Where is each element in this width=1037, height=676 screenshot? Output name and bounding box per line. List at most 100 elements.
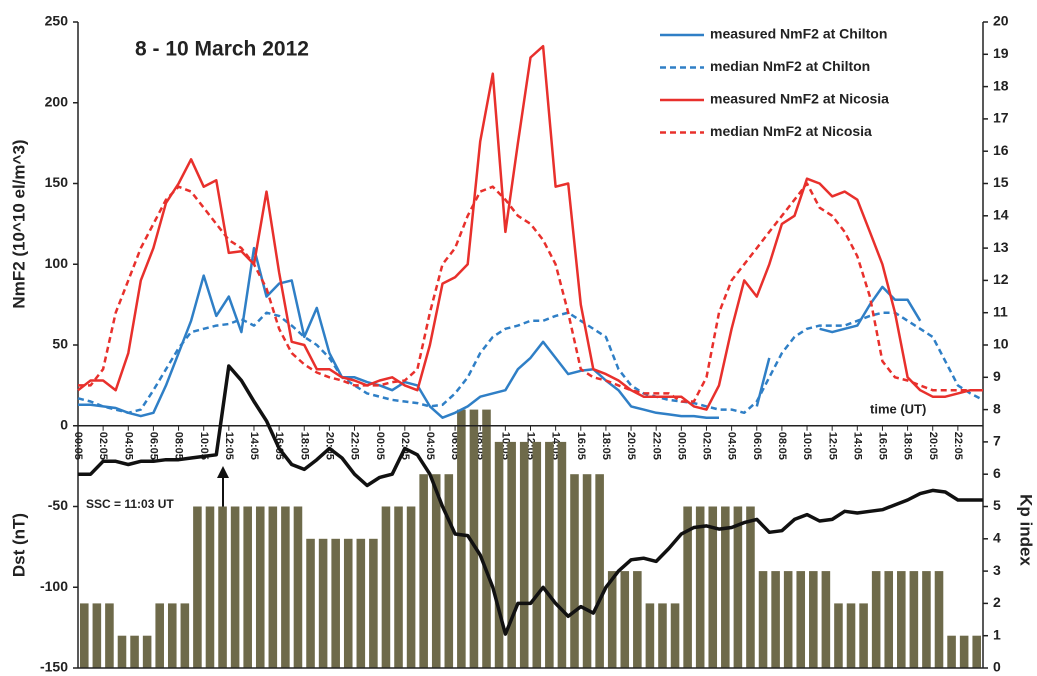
y2-tick-label: 18 — [993, 77, 1009, 93]
x-tick-label: 20:05 — [323, 432, 335, 460]
kp-bar — [897, 571, 906, 668]
legend-label: measured NmF2 at Nicosia — [710, 91, 889, 107]
y-tick-label: 0 — [60, 416, 68, 432]
kp-bar — [809, 571, 818, 668]
x-tick-label: 16:05 — [575, 432, 587, 460]
y2-tick-label: 5 — [993, 497, 1001, 513]
kp-bar — [859, 603, 868, 668]
kp-bar — [167, 603, 177, 668]
kp-bar — [582, 474, 592, 668]
kp-bar — [783, 571, 793, 668]
kp-bar — [821, 571, 831, 668]
kp-bar — [796, 571, 806, 668]
kp-bar — [293, 506, 303, 668]
kp-bar — [884, 571, 894, 668]
x-tick-label: 00:05 — [675, 432, 687, 460]
y2-tick-label: 0 — [993, 659, 1001, 675]
kp-bar — [394, 506, 403, 668]
y2-tick-label: 1 — [993, 626, 1001, 642]
kp-bar — [746, 506, 755, 668]
kp-bar — [645, 603, 655, 668]
kp-bar — [758, 571, 768, 668]
y-tick-label: -50 — [48, 497, 68, 513]
y-tick-label: -150 — [40, 659, 68, 675]
x-tick-label: 14:05 — [248, 432, 260, 460]
kp-bar — [871, 571, 881, 668]
x-tick-label: 22:05 — [349, 432, 361, 460]
y2-tick-label: 13 — [993, 239, 1009, 255]
y2-tick-label: 16 — [993, 142, 1009, 158]
series-line — [78, 364, 983, 636]
x-tick-label: 02:05 — [97, 432, 109, 460]
kp-bar — [532, 441, 542, 668]
y2-tick-label: 12 — [993, 271, 1009, 287]
kp-bar — [469, 409, 479, 668]
kp-bar — [834, 603, 843, 668]
x-tick-label: 16:05 — [877, 432, 889, 460]
x-tick-label: 04:05 — [424, 432, 436, 460]
kp-bar — [80, 603, 89, 668]
kp-bar — [972, 635, 981, 668]
x-tick-label: 18:05 — [298, 432, 310, 460]
kp-bar — [733, 506, 743, 668]
kp-bar — [519, 441, 529, 668]
kp-bar — [922, 571, 931, 668]
kp-bar — [268, 506, 278, 668]
kp-bar — [909, 571, 919, 668]
kp-bar — [406, 506, 416, 668]
x-tick-label: 22:05 — [952, 432, 964, 460]
kp-bar — [180, 603, 190, 668]
kp-bar — [205, 506, 215, 668]
kp-bar — [507, 441, 516, 668]
x-tick-label: 18:05 — [600, 432, 612, 460]
y2-tick-label: 8 — [993, 400, 1001, 416]
legend-label: measured NmF2 at Chilton — [710, 26, 887, 42]
kp-bar — [633, 571, 642, 668]
x-tick-label: 06:05 — [751, 432, 763, 460]
kp-bar — [947, 635, 956, 668]
kp-bar — [846, 603, 856, 668]
y-tick-label: -100 — [40, 578, 68, 594]
x-tick-label: 02:05 — [701, 432, 713, 460]
kp-bar — [959, 635, 969, 668]
y2-tick-label: 19 — [993, 45, 1009, 61]
kp-bar — [557, 441, 567, 668]
kp-bar — [695, 506, 705, 668]
annotation-arrowhead — [217, 466, 229, 478]
kp-bar — [595, 474, 604, 668]
kp-bar — [708, 506, 718, 668]
legend-label: median NmF2 at Chilton — [710, 58, 870, 74]
x-tick-label: 20:05 — [625, 432, 637, 460]
kp-bar — [721, 506, 730, 668]
series-line — [78, 182, 983, 403]
annotation: SSC = 11:03 UT — [86, 497, 174, 511]
y2-tick-label: 2 — [993, 594, 1001, 610]
kp-bar — [934, 571, 944, 668]
x-tick-label: 04:05 — [726, 432, 738, 460]
y-tick-label: 150 — [45, 174, 69, 190]
y2-tick-label: 14 — [993, 207, 1009, 223]
x-tick-label: 10:05 — [801, 432, 813, 460]
kp-bar — [381, 506, 391, 668]
y2-tick-label: 9 — [993, 368, 1001, 384]
kp-bar — [117, 635, 127, 668]
kp-bar — [343, 538, 353, 668]
y2-tick-label: 4 — [993, 530, 1001, 546]
y2-axis-title: Kp index — [1017, 494, 1036, 566]
kp-bar — [142, 635, 152, 668]
kp-bar — [331, 538, 340, 668]
kp-bar — [482, 409, 491, 668]
legend-label: median NmF2 at Nicosia — [710, 123, 872, 139]
y2-tick-label: 6 — [993, 465, 1001, 481]
x-tick-label: 08:05 — [173, 432, 185, 460]
kp-bar — [494, 441, 504, 668]
y-tick-label: 50 — [52, 336, 68, 352]
x-tick-label: 20:05 — [927, 432, 939, 460]
kp-bar — [771, 571, 780, 668]
x-tick-label: 12:05 — [223, 432, 235, 460]
y2-tick-label: 15 — [993, 174, 1009, 190]
y-tick-label: 250 — [45, 13, 69, 29]
x-tick-label: 22:05 — [650, 432, 662, 460]
kp-bar — [105, 603, 114, 668]
